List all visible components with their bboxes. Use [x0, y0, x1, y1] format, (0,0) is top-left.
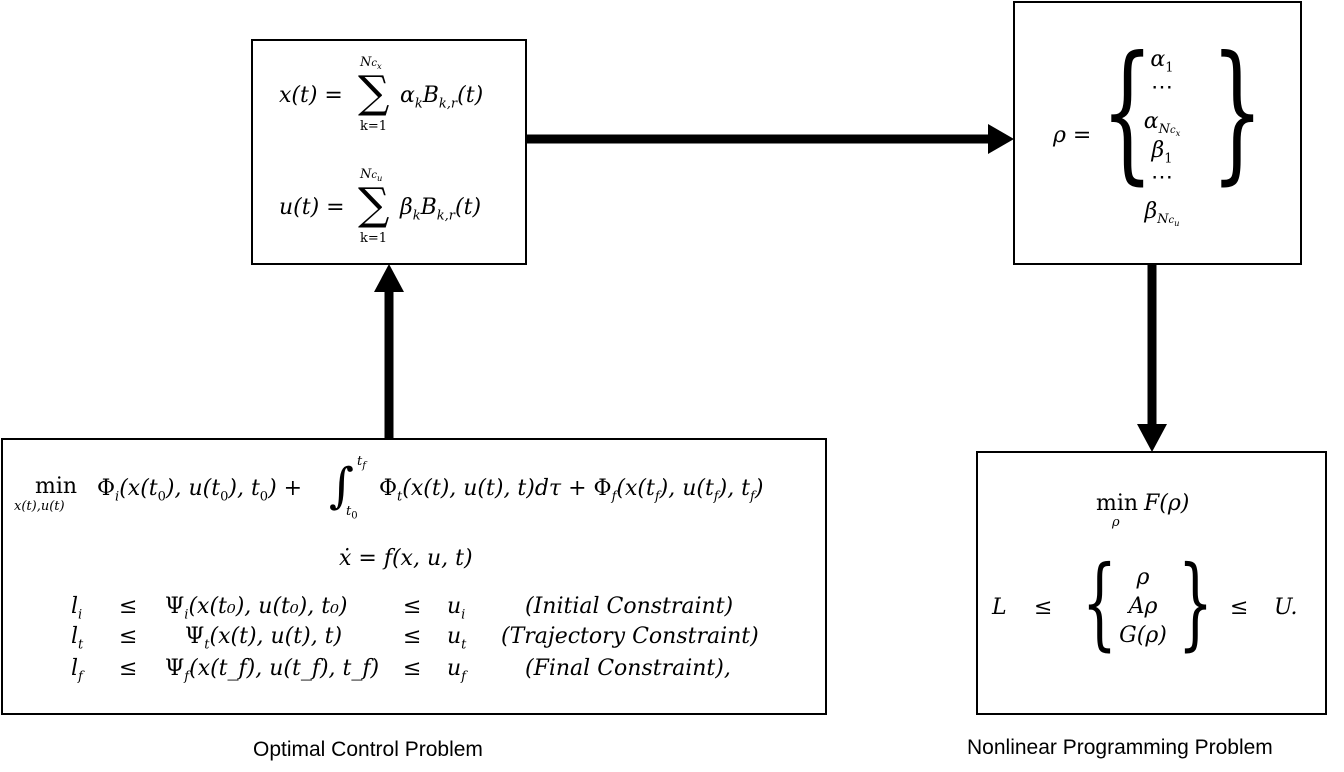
u-sum-term: βkBk,r(t) — [400, 195, 482, 224]
nlp-lower-bound: L — [992, 595, 1007, 620]
rho-vector-box: ρ = { } α1 ⋯ αNcx β1 ⋯ βNcu — [1013, 1, 1302, 265]
rho-item-dots-1: ⋯ — [1151, 75, 1173, 100]
arrowhead-right — [988, 124, 1014, 154]
ocp-min-sub: x(t),u(t) — [14, 499, 65, 514]
ocp-dynamics: ẋ = f(x, u, t) — [339, 546, 473, 571]
nlp-min: min — [1096, 491, 1139, 516]
u-lhs: u(t) = — [279, 195, 345, 220]
nlp-left-brace: { — [1082, 544, 1117, 661]
ocp-phi-t: Φt(x(t), u(t), t)dτ + Φf(x(tf), u(tf), t… — [379, 476, 764, 505]
rho-item-dots-2: ⋯ — [1151, 165, 1173, 190]
integral-upper: tf — [357, 454, 366, 472]
nlp-leq-left: ≤ — [1034, 595, 1053, 620]
nonlinear-programming-box: min ρ F(ρ) L ≤ { } ρ Aρ G(ρ) ≤ U. — [976, 451, 1327, 715]
rho-item-alpha-1: α1 — [1150, 47, 1174, 76]
optimal-control-problem-box: min x(t),u(t) Φi(x(t0), u(t0), t0) + ∫ t… — [1, 438, 827, 715]
constraint-label-final: (Final Constraint), — [525, 656, 731, 681]
rho-lhs: ρ = — [1053, 123, 1092, 148]
ocp-min: min — [35, 474, 78, 499]
constraint-label-trajectory: (Trajectory Constraint) — [501, 624, 759, 649]
x-sum-upper: Ncx — [360, 55, 382, 71]
right-brace: } — [1211, 25, 1264, 199]
caption-nonlinear-programming: Nonlinear Programming Problem — [967, 736, 1273, 759]
integral-sign: ∫ — [329, 458, 355, 514]
nlp-upper-bound: U. — [1274, 595, 1298, 620]
x-lhs: x(t) = — [279, 83, 343, 108]
parameterization-box: x(t) = Ncx ∑ k=1 αkBk,r(t) u(t) = Ncu ∑ … — [251, 39, 527, 265]
nlp-right-brace: } — [1178, 544, 1213, 661]
rho-item-alpha-n: αNcx — [1143, 109, 1181, 139]
nlp-item-rho: ρ — [1136, 565, 1150, 590]
ocp-phi-i: Φi(x(t0), u(t0), t0) + — [97, 476, 303, 505]
x-sum-term: αkBk,r(t) — [400, 83, 484, 112]
caption-optimal-control: Optimal Control Problem — [253, 738, 483, 761]
nlp-objective: F(ρ) — [1144, 491, 1190, 516]
arrowhead-up — [374, 264, 404, 292]
x-sum-sign: ∑ — [358, 67, 390, 118]
rho-item-beta-1: β1 — [1151, 138, 1173, 167]
u-sum-lower: k=1 — [360, 231, 388, 246]
nlp-item-a-rho: Aρ — [1128, 594, 1158, 619]
u-sum-sign: ∑ — [358, 179, 390, 230]
nlp-min-sub: ρ — [1112, 515, 1120, 530]
arrowhead-down — [1137, 424, 1167, 452]
left-brace: { — [1101, 25, 1154, 199]
constraint-label-initial: (Initial Constraint) — [525, 594, 734, 619]
x-sum-lower: k=1 — [360, 119, 388, 134]
integral-lower: t0 — [346, 504, 358, 522]
u-sum-upper: Ncu — [360, 167, 383, 183]
rho-item-beta-n: βNcu — [1144, 199, 1180, 229]
nlp-item-g-rho: G(ρ) — [1119, 623, 1167, 648]
nlp-leq-right: ≤ — [1230, 595, 1249, 620]
